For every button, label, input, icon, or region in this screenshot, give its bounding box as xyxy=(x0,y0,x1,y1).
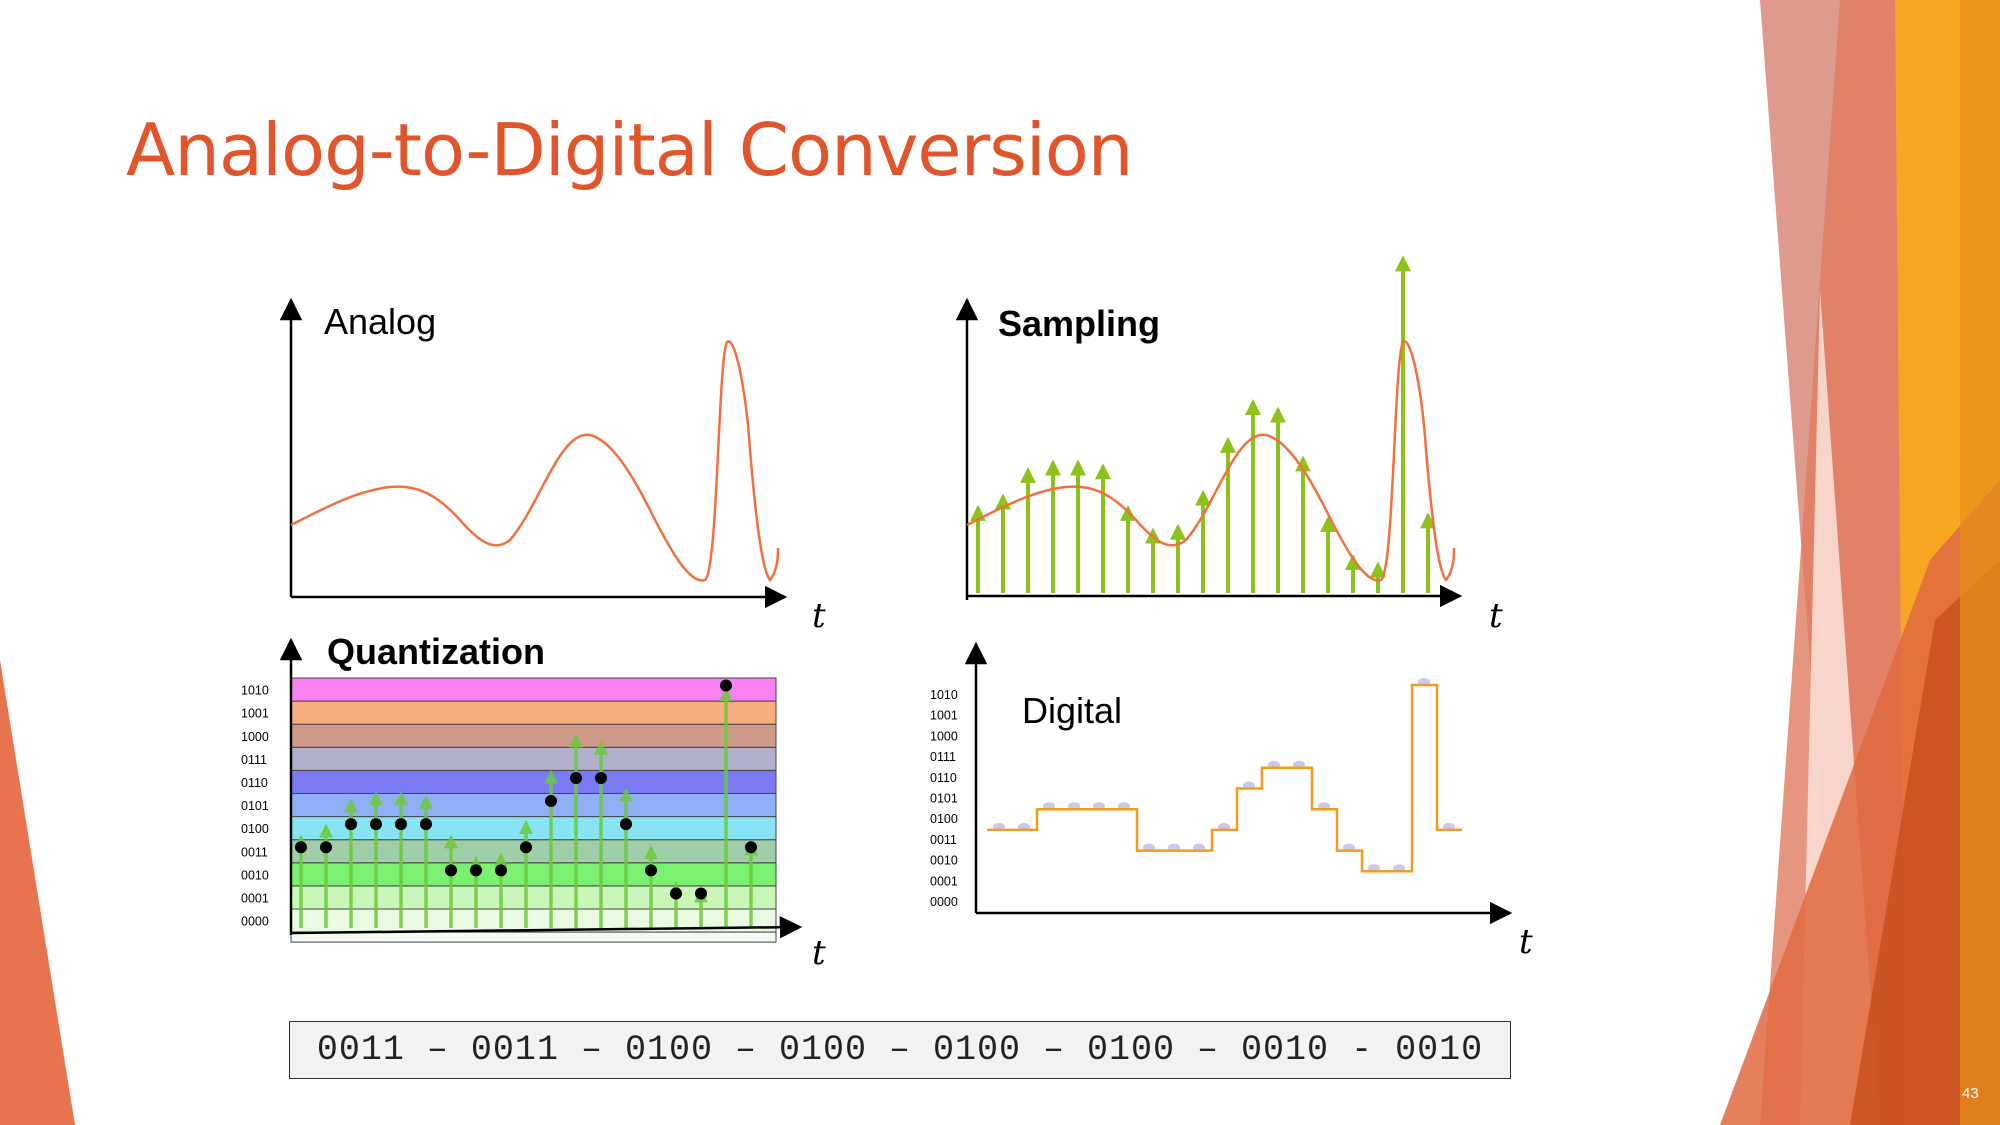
slide-number: 43 xyxy=(1962,1085,1979,1102)
quantization-level-label: 0101 xyxy=(241,799,269,813)
quantization-level-label: 0110 xyxy=(241,776,268,790)
quantization-band xyxy=(290,862,777,887)
digital-label: Digital xyxy=(1022,690,1122,731)
quantized-point xyxy=(395,818,407,831)
quantization-level-label: 0001 xyxy=(241,891,269,905)
digital-level-label: 0111 xyxy=(930,750,956,764)
quantization-band xyxy=(290,746,777,771)
sampling-label: Sampling xyxy=(998,303,1160,344)
quantization-label: Quantization xyxy=(327,631,545,672)
quantization-band xyxy=(290,816,777,841)
right-accent-shape-7 xyxy=(1960,0,2000,1125)
quantization-panel: 0000 0001 0010 0011 0100 0101 0110 0111 1000 1001… xyxy=(241,631,826,973)
quantized-point xyxy=(695,887,707,900)
quantization-x-axis xyxy=(290,915,803,939)
quantized-point xyxy=(445,864,457,877)
quantized-point xyxy=(370,818,382,831)
quantization-band xyxy=(290,723,777,748)
quantized-point xyxy=(420,818,432,831)
left-accent-shape xyxy=(0,660,75,1125)
digital-level-label: 0100 xyxy=(930,812,958,826)
digital-level-label: 1010 xyxy=(930,688,958,702)
digital-level-label: 0101 xyxy=(930,792,958,806)
quantized-point xyxy=(645,864,657,877)
quantized-point xyxy=(620,818,632,831)
sampling-panel: Sampling t xyxy=(955,255,1503,636)
quantized-point xyxy=(545,795,557,808)
digital-panel: 0000 0001 0010 0011 0100 0101 0110 0111 1000 1001… xyxy=(930,641,1533,962)
quantization-band xyxy=(290,677,777,702)
quantization-level-label: 1001 xyxy=(241,707,269,721)
digital-step-signal xyxy=(987,683,1462,873)
quantized-point xyxy=(670,887,682,900)
binary-code-sequence: 0011 – 0011 – 0100 – 0100 – 0100 – 0100 … xyxy=(289,1021,1511,1079)
digital-level-label: 1000 xyxy=(930,729,958,743)
quantization-t-label: t xyxy=(812,933,826,973)
analog-signal-curve xyxy=(290,340,780,583)
digital-level-label: 1001 xyxy=(930,709,958,723)
sampling-signal-curve xyxy=(966,340,1456,583)
analog-label: Analog xyxy=(324,301,436,342)
quantized-point xyxy=(470,864,482,877)
slide-title: Analog-to-Digital Conversion xyxy=(126,108,1133,192)
analog-t-label: t xyxy=(812,596,826,636)
quantization-base-band xyxy=(290,931,777,943)
digital-level-label: 0011 xyxy=(930,833,957,847)
quantization-level-label: 0111 xyxy=(241,753,267,767)
quantization-level-label: 0010 xyxy=(241,868,269,882)
quantized-point xyxy=(520,841,532,854)
digital-level-label: 0110 xyxy=(930,771,957,785)
quantized-point xyxy=(320,841,332,854)
quantization-band xyxy=(290,769,777,795)
quantized-point xyxy=(595,771,607,784)
quantization-band xyxy=(290,793,777,818)
quantized-point xyxy=(570,771,582,784)
digital-level-label: 0010 xyxy=(930,854,958,868)
quantization-level-label: 1000 xyxy=(241,730,269,744)
quantized-point xyxy=(495,864,507,877)
quantization-band xyxy=(290,839,777,864)
quantized-point xyxy=(345,818,357,831)
digital-level-label: 0001 xyxy=(930,874,958,888)
quantized-point xyxy=(295,841,307,854)
quantized-point xyxy=(720,679,732,692)
quantized-point xyxy=(745,841,757,854)
quantization-level-label: 1010 xyxy=(241,684,269,698)
quantization-level-label: 0000 xyxy=(241,915,269,929)
analog-panel: Analog t xyxy=(279,297,826,636)
sampling-t-label: t xyxy=(1489,596,1503,636)
digital-level-label: 0000 xyxy=(930,895,958,909)
digital-t-label: t xyxy=(1519,922,1533,962)
quantization-band xyxy=(290,700,777,725)
quantization-level-label: 0011 xyxy=(241,845,268,859)
quantization-level-label: 0100 xyxy=(241,822,269,836)
